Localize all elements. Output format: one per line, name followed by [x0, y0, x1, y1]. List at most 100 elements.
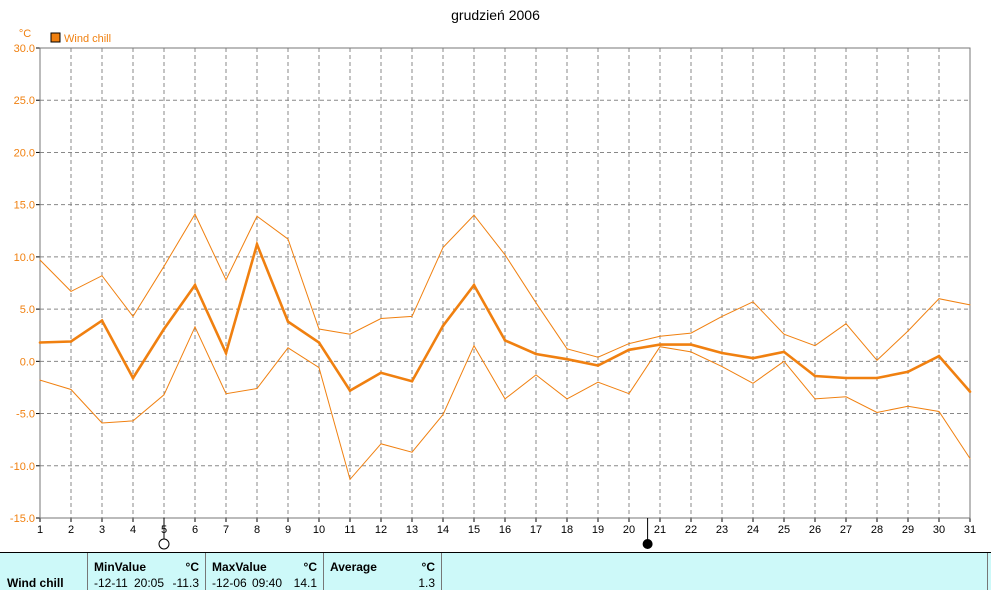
x-tick-label: 28	[871, 524, 883, 536]
data-point-average	[751, 356, 755, 360]
data-point-average	[565, 357, 569, 361]
data-point-min	[907, 405, 909, 407]
data-point-min	[380, 443, 382, 445]
data-point-average	[317, 341, 321, 344]
x-tick-label: 18	[561, 524, 573, 536]
average-header: Average	[330, 560, 377, 574]
data-point-min	[814, 398, 816, 400]
data-point-max	[194, 213, 196, 215]
data-point-max	[907, 330, 909, 332]
data-point-max	[411, 315, 413, 317]
x-tick-label: 13	[406, 524, 418, 536]
x-tick-label: 1	[37, 524, 43, 536]
data-point-min	[938, 410, 940, 412]
min-value-number: -11.3	[172, 576, 199, 590]
data-point-average	[131, 376, 135, 380]
data-point-min	[225, 393, 227, 395]
data-point-average	[69, 340, 73, 343]
y-tick-label: -15.0	[10, 513, 35, 525]
x-tick-label: 2	[68, 524, 74, 536]
x-tick-label: 12	[375, 524, 387, 536]
stats-label-cell: Wind chill	[0, 553, 88, 590]
data-point-min	[163, 394, 165, 396]
data-point-average	[596, 364, 600, 367]
data-point-max	[132, 315, 134, 317]
max-value-time: 09:40	[252, 576, 283, 590]
stats-end-cell	[987, 553, 991, 590]
data-point-min	[442, 414, 444, 416]
legend-label: Wind chill	[64, 33, 111, 45]
x-tick-label: 14	[437, 524, 449, 536]
data-point-average	[627, 348, 631, 352]
data-point-min	[473, 345, 475, 347]
full-moon-icon	[158, 538, 170, 550]
data-point-average	[534, 352, 538, 356]
max-value-cell: MaxValue °C -12-06 09:40 14.1	[206, 553, 324, 590]
x-tick-label: 4	[130, 524, 136, 536]
x-tick-label: 29	[902, 524, 914, 536]
min-value-date: -12-11	[94, 576, 128, 590]
data-point-max	[225, 279, 227, 281]
data-point-max	[39, 259, 41, 261]
data-point-min	[628, 393, 630, 395]
data-point-average	[658, 343, 662, 346]
max-value-unit: °C	[303, 560, 317, 574]
min-value-unit: °C	[185, 560, 199, 574]
min-value-cell: MinValue °C -12-11 20:05 -11.3	[88, 553, 206, 590]
y-tick-label: 10.0	[14, 252, 35, 264]
data-point-average	[875, 376, 879, 380]
data-point-min	[597, 381, 599, 383]
stats-row-label: Wind chill	[7, 576, 64, 590]
data-point-min	[876, 412, 878, 414]
data-point-min	[566, 398, 568, 400]
data-point-min	[752, 382, 754, 384]
data-point-average	[441, 324, 445, 328]
data-point-max	[876, 359, 878, 361]
data-point-max	[783, 333, 785, 335]
data-point-min	[411, 451, 413, 453]
y-tick-label: 20.0	[14, 147, 35, 159]
data-point-max	[163, 265, 165, 267]
x-tick-label: 9	[285, 524, 291, 536]
x-tick-label: 6	[192, 524, 198, 536]
data-point-average	[906, 370, 910, 374]
chart-title: grudzień 2006	[451, 7, 540, 23]
y-tick-label: 5.0	[20, 304, 35, 316]
plot-border	[39, 47, 971, 519]
data-point-max	[690, 332, 692, 334]
data-point-min	[349, 478, 351, 480]
average-cell: Average °C 1.3	[324, 553, 442, 590]
x-tick-label: 19	[592, 524, 604, 536]
max-value-header: MaxValue	[212, 560, 267, 574]
x-tick-label: 10	[313, 524, 325, 536]
data-point-min	[101, 422, 103, 424]
data-point-min	[287, 347, 289, 349]
data-point-max	[318, 328, 320, 330]
data-point-min	[256, 387, 258, 389]
y-tick-label: 30.0	[14, 43, 35, 55]
x-tick-label: 7	[223, 524, 229, 536]
data-point-min	[70, 389, 72, 391]
data-point-min	[39, 379, 41, 381]
average-number: 1.3	[418, 576, 435, 590]
max-value-number: 14.1	[293, 576, 317, 590]
data-point-max	[628, 343, 630, 345]
data-point-min	[504, 398, 506, 400]
data-point-max	[659, 335, 661, 337]
data-point-max	[566, 348, 568, 350]
data-point-max	[938, 298, 940, 300]
data-point-min	[969, 457, 971, 459]
data-point-average	[503, 339, 507, 342]
x-tick-label: 20	[623, 524, 635, 536]
x-tick-label: 22	[685, 524, 697, 536]
x-tick-label: 23	[716, 524, 728, 536]
data-point-min	[845, 396, 847, 398]
data-point-average	[348, 389, 352, 392]
x-tick-label: 27	[840, 524, 852, 536]
y-tick-label: 15.0	[14, 200, 35, 212]
data-point-min	[194, 326, 196, 328]
data-point-average	[689, 343, 693, 346]
stats-table: Wind chill MinValue °C -12-11 20:05 -11.…	[0, 552, 991, 590]
data-point-max	[535, 302, 537, 304]
data-point-average	[720, 351, 724, 355]
